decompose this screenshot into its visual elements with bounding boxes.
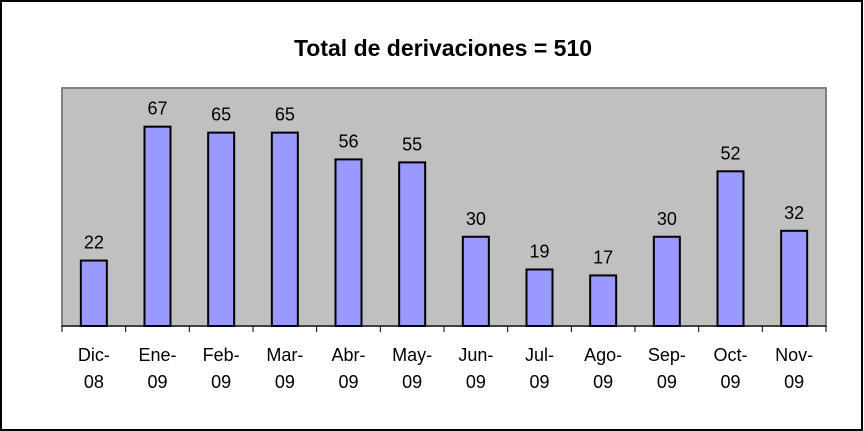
x-tick-label: Mar-09 — [266, 345, 304, 392]
value-label: 32 — [784, 203, 804, 223]
bar — [143, 125, 172, 327]
x-tick-label: Jul-09 — [524, 345, 554, 392]
bar — [79, 259, 108, 327]
x-tick-label: Abr-09 — [331, 345, 366, 392]
bar — [207, 131, 236, 327]
x-tick-label: Ago-09 — [584, 345, 623, 392]
x-tick-label: Dic-08 — [77, 345, 110, 392]
bar — [716, 170, 745, 327]
value-label: 52 — [720, 143, 740, 163]
value-label: 30 — [657, 209, 677, 229]
bar — [334, 158, 363, 327]
x-tick-label: Nov-09 — [775, 345, 814, 392]
x-tick-label: Oct-09 — [713, 345, 748, 392]
plot-area — [61, 87, 827, 327]
value-label: 67 — [147, 99, 167, 119]
x-tick-label: Feb-09 — [202, 345, 240, 392]
x-tick-label: Ene-09 — [138, 345, 177, 392]
value-label: 56 — [338, 131, 358, 151]
value-label: 19 — [529, 241, 549, 261]
value-label: 65 — [275, 105, 295, 125]
bar — [270, 131, 299, 327]
bar — [589, 274, 618, 327]
x-tick-label: Jun-09 — [458, 345, 494, 392]
value-label: 30 — [466, 209, 486, 229]
value-label: 55 — [402, 134, 422, 154]
chart-title: Total de derivaciones = 510 — [294, 35, 592, 61]
x-tick-label: May-09 — [392, 345, 433, 392]
value-label: 17 — [593, 247, 613, 267]
bar — [461, 235, 490, 327]
bar — [525, 268, 554, 328]
bar — [398, 161, 427, 327]
bar — [780, 229, 809, 327]
bar — [652, 235, 681, 327]
value-label: 65 — [211, 105, 231, 125]
x-tick-label: Sep-09 — [647, 345, 686, 392]
value-label: 22 — [84, 233, 104, 253]
